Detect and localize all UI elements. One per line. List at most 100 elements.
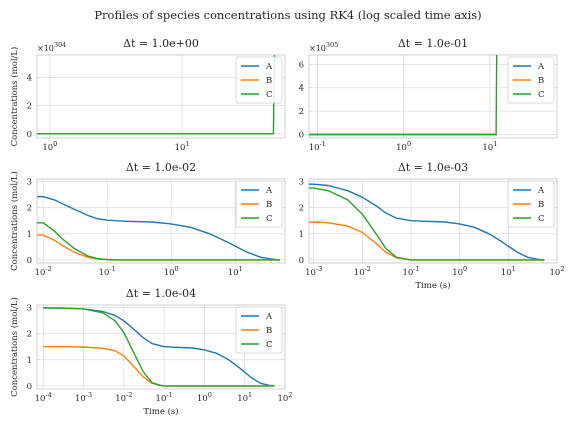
- y-tick-label: 1: [27, 356, 32, 366]
- x-tick-label: 100: [396, 140, 411, 153]
- subplot-title: Δt = 1.0e-04: [126, 287, 196, 300]
- y-tick-label: 4: [299, 84, 304, 94]
- x-tick-label: 10-2: [354, 265, 371, 278]
- y-tick-label: 1: [27, 230, 32, 240]
- axes-frame: [308, 178, 558, 264]
- legend-label-A: A: [265, 62, 273, 72]
- legend-label-A: A: [537, 62, 545, 72]
- legend: ABC: [507, 56, 555, 104]
- series-lines: [37, 195, 280, 261]
- x-tick-label: 100: [164, 265, 179, 278]
- subplot-1: 100 101 0 2 4 ×10304 Δt = 1.0e+00 Concentration…: [9, 37, 286, 153]
- y-tick-label: 2: [27, 102, 32, 112]
- series-lines: [309, 55, 498, 136]
- x-tick-label: 102: [550, 265, 565, 278]
- y-tick-label: 4: [27, 74, 32, 84]
- subplot-title: Δt = 1.0e-01: [398, 37, 468, 50]
- legend-label-B: B: [266, 326, 272, 336]
- axes-frame: [36, 304, 286, 390]
- y-offset-text: ×10304: [37, 41, 66, 53]
- series-line-A: [43, 307, 275, 387]
- y-tick-label: 0: [27, 256, 32, 266]
- series-lines: [37, 55, 276, 135]
- y-tick-label: 2: [27, 204, 32, 214]
- legend-label-C: C: [266, 340, 273, 350]
- y-tick-label: 0: [27, 382, 32, 392]
- x-tick-label: 101: [228, 265, 243, 278]
- subplot-title: Δt = 1.0e+00: [123, 37, 199, 50]
- x-axis-label: Time (s): [143, 406, 178, 417]
- legend-label-B: B: [538, 200, 544, 210]
- x-tick-label: 100: [452, 265, 467, 278]
- y-tick-label: 3: [27, 304, 32, 314]
- subplot-title: Δt = 1.0e-02: [126, 161, 196, 174]
- series-line-A: [37, 195, 280, 261]
- legend-label-A: A: [537, 186, 545, 196]
- y-tick-label: 1: [299, 230, 304, 240]
- y-tick-label: 6: [299, 60, 304, 70]
- legend-label-B: B: [266, 76, 272, 86]
- x-tick-label: 10-1: [156, 391, 173, 404]
- axes-frame: [36, 54, 286, 139]
- series-line-A: [309, 183, 545, 261]
- figure-title: Profiles of species concentrations using…: [94, 8, 481, 22]
- subplot-4: 10-3 10-2 10-1 100 101 102 0 1 2 3 Δt = 1.0e-03 Tim…: [299, 161, 565, 291]
- legend-label-B: B: [266, 200, 272, 210]
- y-axis-label: Concentrations (mol/L): [9, 171, 20, 271]
- x-tick-label: 102: [278, 391, 293, 404]
- y-tick-label: 2: [27, 330, 32, 340]
- subplot-2: 10-1 100 101 0 2 4 6 ×10305 Δt = 1.0e-01 ABC: [299, 37, 558, 153]
- x-tick-label: 101: [175, 140, 190, 153]
- x-axis-label: Time (s): [415, 280, 450, 291]
- x-tick-label: 10-4: [35, 391, 52, 404]
- x-tick-label: 100: [197, 391, 212, 404]
- x-tick-label: 10-1: [402, 265, 419, 278]
- series-lines: [43, 307, 275, 387]
- series-line-B: [309, 221, 545, 261]
- y-tick-label: 3: [27, 178, 32, 188]
- y-tick-label: 3: [299, 178, 304, 188]
- y-axis-label: Concentrations (mol/L): [9, 297, 20, 397]
- series-line-C: [43, 307, 275, 387]
- x-tick-label: 10-1: [309, 140, 326, 153]
- x-tick-label: 10-1: [99, 265, 116, 278]
- series-line-C: [309, 55, 498, 136]
- y-offset-text: ×10305: [309, 41, 338, 53]
- legend: ABC: [235, 306, 283, 354]
- x-tick-label: 10-2: [115, 391, 132, 404]
- series-line-C: [37, 55, 276, 135]
- axes-frame: [36, 178, 286, 264]
- x-tick-label: 10-3: [305, 265, 322, 278]
- y-tick-label: 0: [27, 130, 32, 140]
- x-tick-label: 10-2: [35, 265, 52, 278]
- series-line-C: [309, 187, 545, 261]
- legend: ABC: [507, 180, 555, 228]
- legend-label-A: A: [265, 312, 273, 322]
- x-tick-label: 101: [501, 265, 516, 278]
- legend-label-C: C: [266, 90, 273, 100]
- legend-label-B: B: [538, 76, 544, 86]
- legend-label-C: C: [538, 214, 545, 224]
- y-tick-label: 2: [299, 204, 304, 214]
- y-tick-label: 2: [299, 107, 304, 117]
- legend-label-C: C: [266, 214, 273, 224]
- series-line-C: [37, 222, 280, 261]
- series-lines: [309, 183, 545, 261]
- legend: ABC: [235, 180, 283, 228]
- x-tick-label: 100: [42, 140, 57, 153]
- legend: ABC: [235, 56, 283, 104]
- x-tick-label: 101: [482, 140, 497, 153]
- y-tick-label: 0: [299, 256, 304, 266]
- y-tick-label: 0: [299, 130, 304, 140]
- x-tick-label: 10-3: [75, 391, 92, 404]
- legend-label-C: C: [538, 90, 545, 100]
- legend-label-A: A: [265, 186, 273, 196]
- y-axis-label: Concentrations (mol/L): [9, 47, 20, 147]
- subplot-title: Δt = 1.0e-03: [398, 161, 468, 174]
- x-tick-label: 101: [237, 391, 252, 404]
- axes-frame: [308, 54, 558, 139]
- subplot-5: 10-4 10-3 10-2 10-1 100 101 102 0 1 2 3 Δt = 1.0e-0…: [9, 287, 292, 417]
